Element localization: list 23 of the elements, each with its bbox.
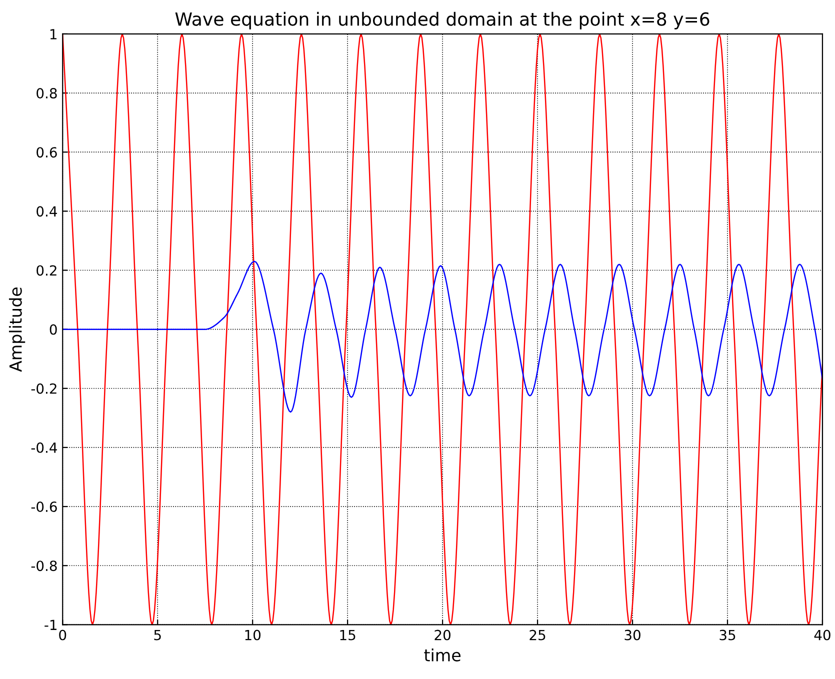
y-tick-label: -0.4 bbox=[31, 442, 57, 453]
y-tick-label: 0.4 bbox=[36, 206, 57, 217]
y-tick-label: 0.6 bbox=[36, 147, 57, 158]
y-tick-label: 0.2 bbox=[36, 265, 56, 276]
x-tick-label: 10 bbox=[245, 630, 260, 640]
y-tick-label: 0.8 bbox=[36, 88, 57, 98]
chart-title: Wave equation in unbounded domain at the point x=8 y=6 bbox=[175, 12, 710, 30]
x-tick-label: 15 bbox=[340, 630, 356, 640]
y-tick-label: -0.6 bbox=[31, 502, 57, 512]
y-tick-label: 1 bbox=[50, 29, 56, 40]
y-tick-label: -1 bbox=[44, 620, 56, 630]
x-tick-label: 25 bbox=[530, 630, 546, 640]
x-tick-label: 20 bbox=[434, 630, 450, 640]
y-tick-label: 0 bbox=[50, 324, 57, 335]
x-axis-title: time bbox=[424, 648, 460, 662]
x-tick-label: 0 bbox=[59, 630, 66, 640]
x-tick-label: 5 bbox=[154, 630, 161, 640]
x-tick-label: 35 bbox=[720, 630, 736, 640]
y-tick-label: -0.2 bbox=[31, 383, 56, 394]
y-axis-title: Amplitude bbox=[8, 288, 26, 372]
y-tick-label: -0.8 bbox=[31, 560, 57, 572]
x-tick-label: 30 bbox=[624, 630, 640, 640]
x-tick-label: 40 bbox=[814, 630, 830, 640]
